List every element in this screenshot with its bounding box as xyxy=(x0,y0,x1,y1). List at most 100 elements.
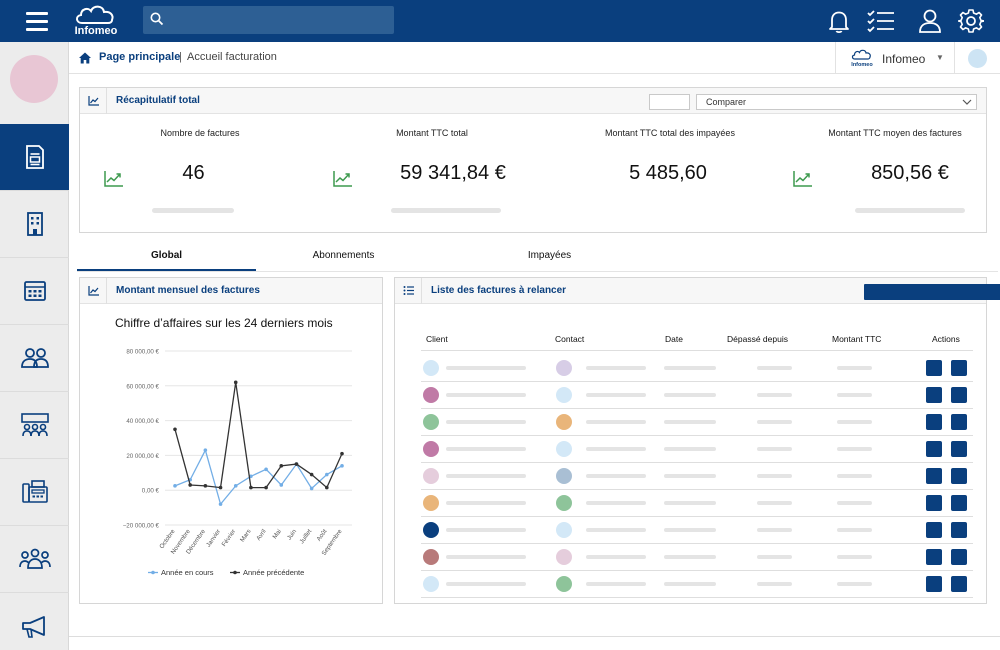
table-row[interactable] xyxy=(395,517,986,544)
stat-placeholder-bar xyxy=(152,208,234,213)
tab-abonnements[interactable]: Abonnements xyxy=(312,250,375,261)
amount-placeholder xyxy=(837,555,872,559)
row-action-button[interactable] xyxy=(926,414,942,430)
table-row[interactable] xyxy=(395,409,986,436)
contact-name-placeholder xyxy=(586,528,646,532)
stat-label: Nombre de factures xyxy=(160,128,240,138)
row-action-button[interactable] xyxy=(926,360,942,376)
row-divider xyxy=(421,570,973,571)
stat-label: Montant TTC total des impayées xyxy=(605,128,735,138)
contact-name-placeholder xyxy=(586,555,646,559)
compare-value-input[interactable] xyxy=(649,94,690,110)
contact-name-placeholder xyxy=(586,393,646,397)
user-icon[interactable] xyxy=(917,8,943,34)
sidebar-item-accounting[interactable] xyxy=(0,258,69,325)
row-action-button[interactable] xyxy=(926,576,942,592)
row-action-button[interactable] xyxy=(926,387,942,403)
data-point xyxy=(294,462,299,466)
amount-placeholder xyxy=(837,420,872,424)
data-point xyxy=(173,484,177,488)
amount-placeholder xyxy=(837,528,872,532)
home-icon[interactable] xyxy=(78,51,92,64)
search-box[interactable] xyxy=(143,6,394,34)
tab-impayees[interactable]: Impayées xyxy=(527,250,572,261)
row-action-button[interactable] xyxy=(951,576,967,592)
stat-placeholder-bar xyxy=(855,208,965,213)
data-point xyxy=(218,502,223,506)
profile-avatar[interactable] xyxy=(10,55,58,103)
x-tick-label: Février xyxy=(221,528,238,548)
data-point xyxy=(203,484,208,488)
row-action-button[interactable] xyxy=(951,522,967,538)
table-row[interactable] xyxy=(395,463,986,490)
row-action-button[interactable] xyxy=(926,549,942,565)
row-action-button[interactable] xyxy=(951,468,967,484)
overdue-placeholder xyxy=(757,501,792,505)
menu-icon[interactable] xyxy=(26,11,48,31)
row-action-button[interactable] xyxy=(951,495,967,511)
table-row[interactable] xyxy=(395,544,986,571)
tab-global[interactable]: Global xyxy=(150,250,183,261)
contact-avatar xyxy=(556,495,572,511)
row-action-button[interactable] xyxy=(926,441,942,457)
overdue-placeholder xyxy=(757,366,792,370)
bell-icon[interactable] xyxy=(826,8,852,34)
row-divider xyxy=(421,381,973,382)
sidebar-item-team[interactable] xyxy=(0,526,69,593)
row-action-button[interactable] xyxy=(951,414,967,430)
table-row[interactable] xyxy=(395,571,986,598)
row-action-button[interactable] xyxy=(926,495,942,511)
monthly-panel-title: Montant mensuel des factures xyxy=(116,285,260,296)
revenue-line-chart: 80 000,00 € 60 000,00 € 40 000,00 € 20 000,… xyxy=(123,349,352,577)
breadcrumb-home-link[interactable]: Page principale xyxy=(99,51,181,63)
sidebar-item-groups[interactable] xyxy=(0,392,69,459)
search-input[interactable] xyxy=(169,10,389,30)
table-row[interactable] xyxy=(395,355,986,382)
y-tick-label: 0,00 € xyxy=(142,488,160,495)
sidebar-item-buildings[interactable] xyxy=(0,191,69,258)
table-row[interactable] xyxy=(395,436,986,463)
amount-placeholder xyxy=(837,501,872,505)
row-action-button[interactable] xyxy=(926,522,942,538)
row-action-button[interactable] xyxy=(951,387,967,403)
org-switcher[interactable]: Infomeo Infomeo ▼ xyxy=(835,42,955,74)
row-action-button[interactable] xyxy=(951,360,967,376)
sidebar-item-invoices[interactable] xyxy=(0,124,69,191)
client-name-placeholder xyxy=(446,582,526,586)
row-action-button[interactable] xyxy=(926,468,942,484)
invoices-panel-title: Liste des factures à relancer xyxy=(431,285,567,296)
table-row[interactable] xyxy=(395,490,986,517)
sidebar-item-contacts[interactable] xyxy=(0,325,69,392)
data-point xyxy=(279,464,284,468)
panel-action-button[interactable] xyxy=(864,284,1000,300)
task-list-icon[interactable] xyxy=(866,8,894,34)
chevron-down-icon: ▼ xyxy=(936,53,944,62)
table-row[interactable] xyxy=(395,382,986,409)
app-logo[interactable]: Infomeo xyxy=(72,3,120,39)
sidebar-item-campaigns[interactable] xyxy=(0,593,69,650)
row-divider xyxy=(421,462,973,463)
gear-icon[interactable] xyxy=(957,8,985,34)
overdue-placeholder xyxy=(757,474,792,478)
client-avatar xyxy=(423,495,439,511)
stat-placeholder-bar xyxy=(391,208,501,213)
monthly-panel-header: Montant mensuel des factures xyxy=(80,278,382,304)
client-name-placeholder xyxy=(446,474,526,478)
people-icon xyxy=(20,348,49,368)
date-placeholder xyxy=(664,528,716,532)
data-point xyxy=(249,485,253,490)
client-name-placeholder xyxy=(446,366,526,370)
date-placeholder xyxy=(664,420,716,424)
search-icon xyxy=(150,12,164,26)
overdue-placeholder xyxy=(757,582,792,586)
row-action-button[interactable] xyxy=(951,441,967,457)
x-tick-label: Mars xyxy=(239,528,253,543)
user-avatar[interactable] xyxy=(968,49,987,68)
client-avatar xyxy=(423,414,439,430)
sidebar-item-phone[interactable] xyxy=(0,459,69,526)
column-header-contact: Contact xyxy=(555,334,585,344)
row-action-button[interactable] xyxy=(951,549,967,565)
column-header-overdue: Dépassé depuis xyxy=(727,334,788,344)
trend-up-icon xyxy=(793,171,812,187)
compare-select[interactable]: Comparer xyxy=(696,94,977,110)
